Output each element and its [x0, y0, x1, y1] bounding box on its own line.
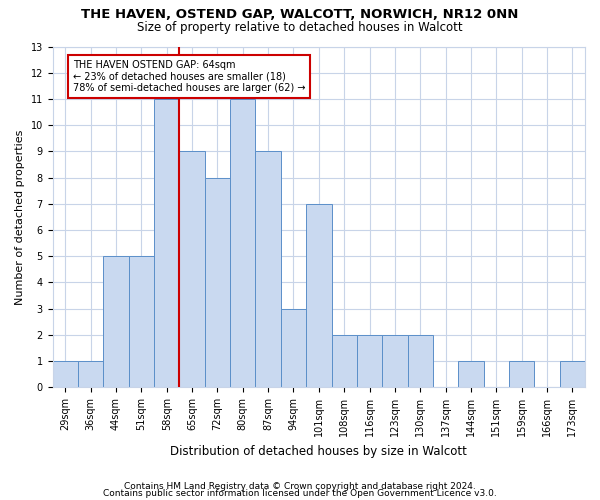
Bar [382, 335, 407, 387]
Bar [407, 335, 433, 387]
Bar [306, 204, 332, 387]
Bar [154, 99, 179, 387]
Bar [332, 335, 357, 387]
Bar [179, 152, 205, 387]
Y-axis label: Number of detached properties: Number of detached properties [15, 129, 25, 304]
X-axis label: Distribution of detached houses by size in Walcott: Distribution of detached houses by size … [170, 444, 467, 458]
Bar [509, 361, 535, 387]
Bar [458, 361, 484, 387]
Text: Contains public sector information licensed under the Open Government Licence v3: Contains public sector information licen… [103, 489, 497, 498]
Text: THE HAVEN, OSTEND GAP, WALCOTT, NORWICH, NR12 0NN: THE HAVEN, OSTEND GAP, WALCOTT, NORWICH,… [82, 8, 518, 20]
Bar [281, 308, 306, 387]
Bar [256, 152, 281, 387]
Bar [53, 361, 78, 387]
Text: THE HAVEN OSTEND GAP: 64sqm
← 23% of detached houses are smaller (18)
78% of sem: THE HAVEN OSTEND GAP: 64sqm ← 23% of det… [73, 60, 305, 93]
Text: Contains HM Land Registry data © Crown copyright and database right 2024.: Contains HM Land Registry data © Crown c… [124, 482, 476, 491]
Bar [78, 361, 103, 387]
Bar [230, 99, 256, 387]
Text: Size of property relative to detached houses in Walcott: Size of property relative to detached ho… [137, 21, 463, 34]
Bar [560, 361, 585, 387]
Bar [357, 335, 382, 387]
Bar [129, 256, 154, 387]
Bar [103, 256, 129, 387]
Bar [205, 178, 230, 387]
